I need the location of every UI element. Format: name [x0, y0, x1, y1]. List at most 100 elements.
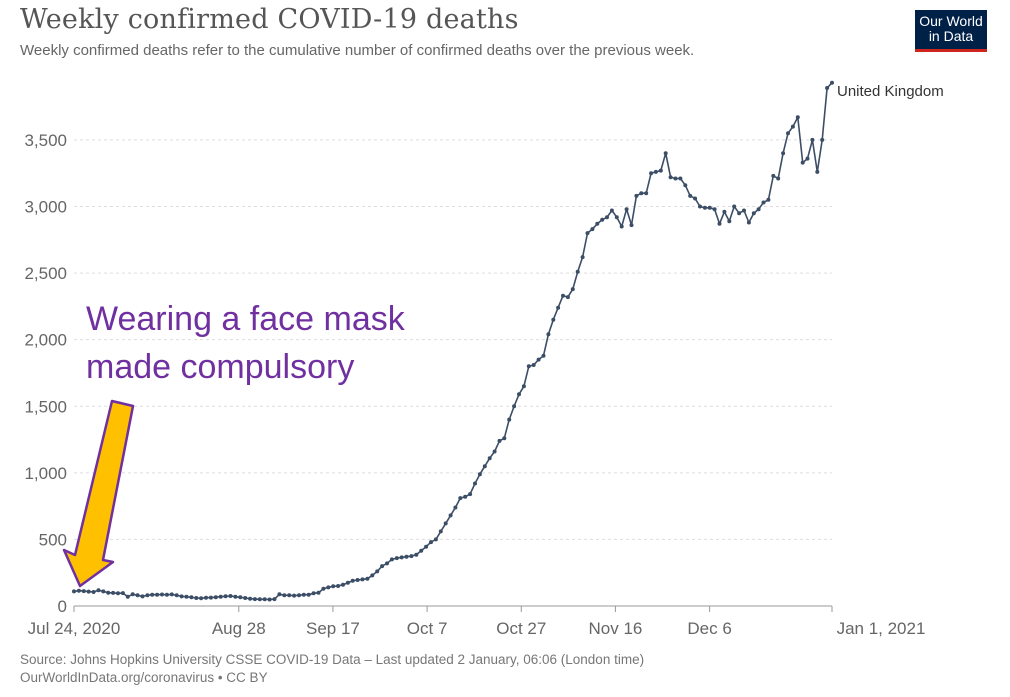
data-point[interactable]: [614, 215, 619, 220]
data-point[interactable]: [194, 596, 199, 600]
data-point[interactable]: [311, 591, 316, 596]
data-point[interactable]: [394, 556, 399, 561]
data-point[interactable]: [169, 592, 174, 597]
data-point[interactable]: [135, 593, 140, 598]
data-point[interactable]: [673, 176, 678, 181]
data-point[interactable]: [653, 169, 658, 174]
data-point[interactable]: [644, 191, 649, 196]
data-point[interactable]: [72, 589, 76, 594]
data-point[interactable]: [443, 521, 448, 526]
data-point[interactable]: [204, 595, 208, 600]
data-point[interactable]: [150, 592, 155, 597]
data-point[interactable]: [321, 586, 326, 591]
data-point[interactable]: [463, 494, 468, 499]
data-point[interactable]: [179, 594, 184, 599]
data-point[interactable]: [106, 590, 111, 595]
data-point[interactable]: [678, 176, 683, 181]
data-point[interactable]: [267, 597, 272, 602]
data-point[interactable]: [590, 227, 595, 232]
data-point[interactable]: [541, 353, 546, 358]
data-point[interactable]: [228, 594, 233, 598]
data-point[interactable]: [639, 191, 644, 196]
data-point[interactable]: [487, 456, 492, 461]
data-point[interactable]: [438, 529, 443, 534]
data-point[interactable]: [668, 175, 673, 180]
data-point[interactable]: [326, 585, 331, 590]
data-point[interactable]: [370, 573, 375, 578]
data-point[interactable]: [825, 86, 830, 90]
data-point[interactable]: [91, 590, 96, 594]
data-point[interactable]: [815, 169, 820, 174]
data-point[interactable]: [360, 577, 365, 582]
data-point[interactable]: [702, 205, 707, 210]
data-point[interactable]: [580, 255, 585, 260]
data-point[interactable]: [707, 205, 712, 210]
data-point[interactable]: [786, 131, 790, 136]
data-point[interactable]: [120, 591, 125, 596]
data-point[interactable]: [546, 332, 551, 337]
data-point[interactable]: [385, 561, 389, 566]
data-point[interactable]: [350, 578, 355, 583]
data-point[interactable]: [526, 364, 531, 369]
data-point[interactable]: [712, 207, 717, 212]
data-point[interactable]: [717, 221, 722, 226]
data-point[interactable]: [795, 115, 800, 120]
data-point[interactable]: [130, 592, 135, 597]
data-point[interactable]: [125, 594, 130, 599]
data-point[interactable]: [429, 540, 433, 545]
data-point[interactable]: [218, 594, 223, 599]
data-point[interactable]: [781, 151, 786, 156]
data-point[interactable]: [766, 197, 771, 202]
data-point[interactable]: [262, 597, 267, 602]
data-point[interactable]: [345, 580, 350, 585]
data-point[interactable]: [805, 156, 810, 161]
data-point[interactable]: [277, 592, 282, 597]
data-point[interactable]: [404, 554, 409, 559]
data-point[interactable]: [595, 221, 600, 226]
data-point[interactable]: [585, 231, 590, 236]
data-point[interactable]: [341, 582, 345, 587]
data-point[interactable]: [790, 124, 795, 129]
data-point[interactable]: [468, 492, 473, 497]
data-point[interactable]: [189, 595, 194, 600]
data-point[interactable]: [145, 593, 150, 598]
data-point[interactable]: [473, 481, 477, 486]
data-point[interactable]: [331, 584, 336, 589]
data-point[interactable]: [301, 592, 306, 597]
data-point[interactable]: [292, 593, 297, 598]
data-point[interactable]: [86, 589, 91, 594]
data-point[interactable]: [174, 593, 179, 598]
data-point[interactable]: [600, 217, 605, 222]
data-point[interactable]: [800, 160, 805, 165]
data-point[interactable]: [698, 204, 702, 209]
data-point[interactable]: [497, 438, 502, 443]
data-point[interactable]: [575, 269, 580, 274]
data-point[interactable]: [248, 596, 253, 601]
source-credit[interactable]: OurWorldInData.org/coronavirus • CC BY: [20, 670, 268, 685]
data-point[interactable]: [389, 557, 394, 562]
data-point[interactable]: [746, 220, 751, 225]
data-point[interactable]: [458, 496, 463, 501]
data-point[interactable]: [365, 576, 370, 581]
data-point[interactable]: [756, 207, 761, 212]
data-point[interactable]: [751, 211, 756, 216]
data-point[interactable]: [282, 593, 287, 598]
data-point[interactable]: [316, 590, 321, 595]
data-point[interactable]: [409, 554, 414, 559]
data-point[interactable]: [233, 594, 238, 599]
data-point[interactable]: [140, 594, 145, 599]
data-point[interactable]: [424, 544, 429, 549]
data-point[interactable]: [453, 505, 458, 510]
data-point[interactable]: [629, 223, 634, 228]
data-point[interactable]: [336, 584, 341, 588]
data-point[interactable]: [375, 569, 380, 574]
data-point[interactable]: [570, 287, 575, 292]
data-point[interactable]: [663, 151, 668, 156]
data-point[interactable]: [199, 596, 204, 601]
data-point[interactable]: [693, 196, 698, 201]
data-point[interactable]: [96, 588, 101, 593]
data-point[interactable]: [605, 215, 609, 220]
data-point[interactable]: [414, 552, 419, 557]
data-point[interactable]: [820, 137, 825, 142]
data-point[interactable]: [732, 204, 737, 209]
